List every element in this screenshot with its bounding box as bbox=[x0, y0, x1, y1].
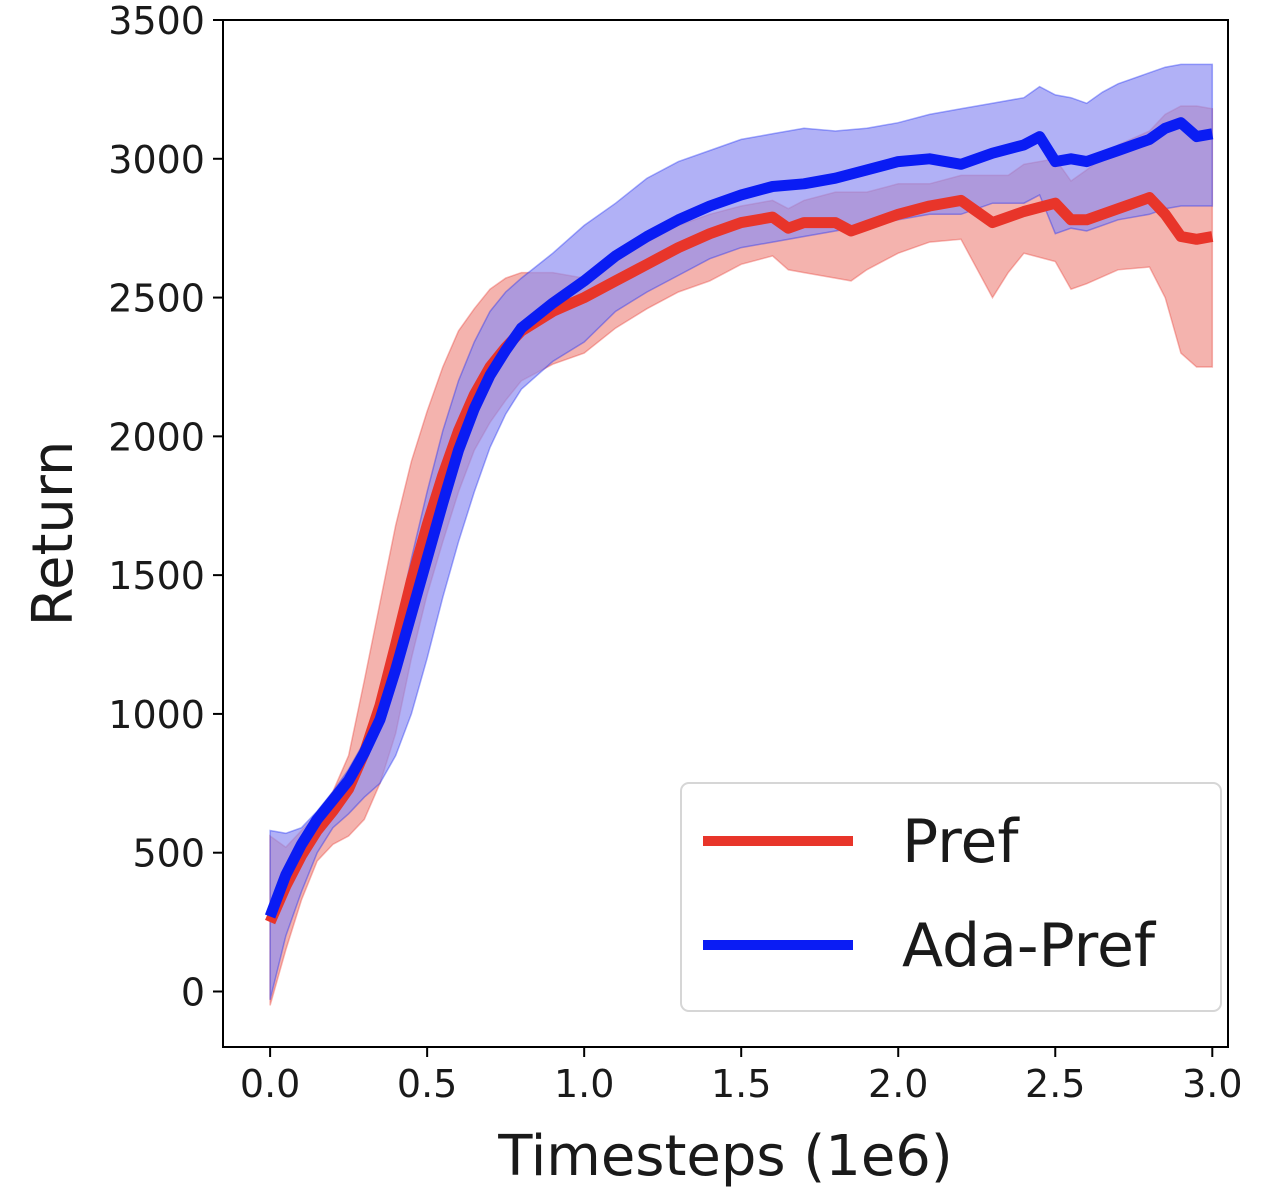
x-axis-ticks: 0.0 0.5 1.0 1.5 2.0 2.5 3.0 bbox=[240, 1047, 1243, 1106]
y-tick-label: 1500 bbox=[108, 554, 205, 598]
x-tick-label: 2.0 bbox=[868, 1062, 928, 1106]
x-tick-label: 1.5 bbox=[711, 1062, 771, 1106]
series-line-ada-pref bbox=[264, 117, 1214, 919]
x-tick-label: 2.5 bbox=[1025, 1062, 1085, 1106]
legend-label-pref: Pref bbox=[902, 807, 1020, 877]
y-axis-label: Return bbox=[21, 441, 86, 627]
x-tick-label: 0.5 bbox=[397, 1062, 457, 1106]
x-tick-label: 3.0 bbox=[1182, 1062, 1242, 1106]
y-tick-label: 3500 bbox=[108, 0, 205, 43]
y-tick-label: 0 bbox=[181, 970, 205, 1014]
series-lines bbox=[264, 117, 1214, 925]
y-tick-label: 2500 bbox=[108, 277, 205, 321]
x-tick-label: 1.0 bbox=[554, 1062, 614, 1106]
y-axis-ticks: 0 500 1000 1500 2000 2500 3000 3500 bbox=[108, 0, 223, 1014]
y-tick-label: 1000 bbox=[108, 693, 205, 737]
confidence-bands bbox=[269, 63, 1214, 1006]
y-tick-label: 3000 bbox=[108, 138, 205, 182]
plot-frame bbox=[222, 19, 1229, 1048]
legend-label-ada-pref: Ada-Pref bbox=[902, 911, 1157, 981]
x-tick-label: 0.0 bbox=[240, 1062, 300, 1106]
x-axis-label: Timesteps (1e6) bbox=[497, 1124, 953, 1189]
band-ada-pref bbox=[269, 63, 1214, 1000]
legend: Pref Ada-Pref bbox=[680, 782, 1222, 1012]
y-tick-label: 2000 bbox=[108, 415, 205, 459]
y-tick-label: 500 bbox=[132, 832, 205, 876]
